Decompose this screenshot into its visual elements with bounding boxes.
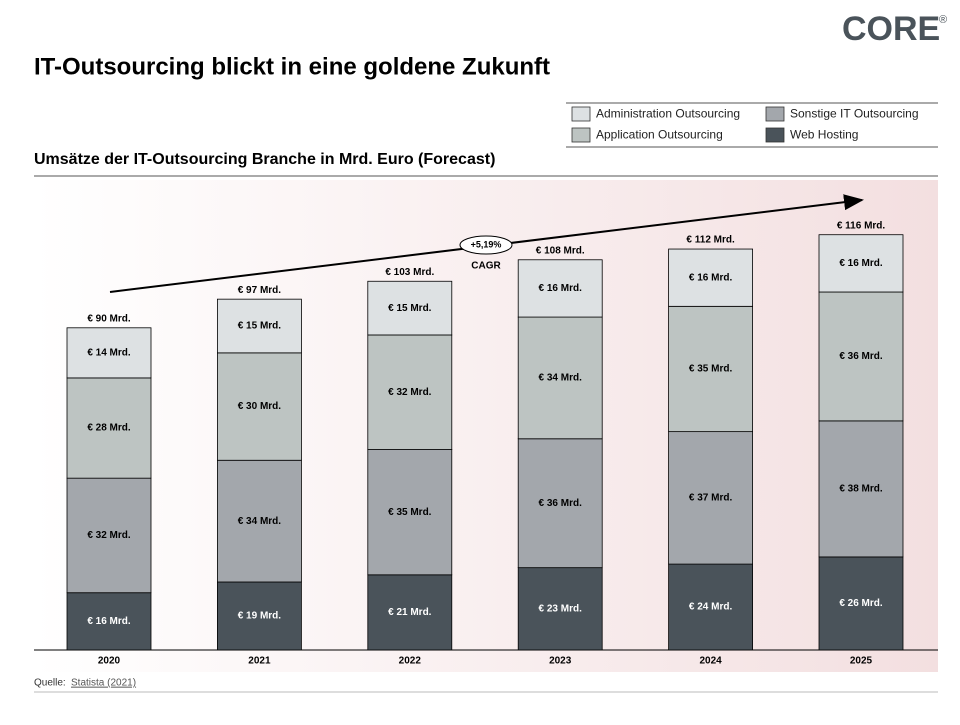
x-tick-label: 2024 [699, 656, 722, 667]
source-label: Quelle: [34, 678, 66, 689]
value-label: € 37 Mrd. [689, 492, 733, 503]
bar-segment [66, 592, 152, 651]
bar-segment [216, 459, 302, 583]
value-label: € 35 Mrd. [388, 507, 432, 518]
total-label: € 108 Mrd. [536, 245, 585, 256]
legend-swatch [765, 127, 785, 143]
bar-segment [517, 316, 603, 440]
cagr-bubble [459, 235, 513, 255]
bar-segment [367, 449, 453, 576]
bar-segment [818, 556, 904, 651]
bar-segment [517, 567, 603, 651]
total-label: € 103 Mrd. [385, 267, 434, 278]
value-label: € 16 Mrd. [689, 272, 733, 283]
value-label: € 23 Mrd. [539, 603, 583, 614]
value-label: € 24 Mrd. [689, 602, 733, 613]
total-label: € 116 Mrd. [837, 220, 886, 231]
bar-segment [668, 248, 753, 307]
source-link[interactable]: Statista (2021) [71, 678, 136, 689]
value-label: € 15 Mrd. [238, 321, 282, 332]
legend-swatch [571, 106, 591, 122]
value-label: € 28 Mrd. [87, 423, 131, 434]
bar-segment [66, 477, 152, 594]
bar-segment [216, 581, 302, 651]
value-label: € 34 Mrd. [238, 516, 282, 527]
bar-segment [367, 334, 453, 450]
value-label: € 36 Mrd. [539, 498, 583, 509]
bar-segment [517, 259, 603, 318]
total-label: € 97 Mrd. [238, 285, 282, 296]
value-label: € 38 Mrd. [839, 484, 883, 495]
legend-label: Web Hosting [790, 128, 858, 142]
value-label: € 14 Mrd. [87, 348, 131, 359]
cagr-label: CAGR [471, 261, 501, 272]
bar-segment [66, 327, 152, 379]
value-label: € 16 Mrd. [539, 283, 583, 294]
x-tick-label: 2025 [850, 656, 873, 667]
legend-swatch [765, 106, 785, 122]
value-label: € 32 Mrd. [388, 387, 432, 398]
bar-segment [216, 352, 302, 461]
logo: CORE [842, 10, 940, 48]
value-label: € 35 Mrd. [689, 364, 733, 375]
bar-segment [517, 438, 603, 569]
value-label: € 16 Mrd. [839, 258, 883, 269]
bar-segment [668, 563, 753, 651]
legend-label: Application Outsourcing [596, 128, 723, 142]
x-tick-label: 2022 [399, 656, 422, 667]
bar-segment [818, 420, 904, 558]
bar-segment [367, 280, 453, 336]
slide-title: IT-Outsourcing blickt in eine goldene Zu… [34, 53, 550, 80]
value-label: € 19 Mrd. [238, 611, 282, 622]
x-tick-label: 2020 [98, 656, 121, 667]
logo-mark: ® [939, 14, 947, 26]
bar-segment [668, 305, 753, 433]
chart-title: Umsätze der IT-Outsourcing Branche in Mr… [34, 151, 495, 168]
value-label: € 36 Mrd. [839, 351, 883, 362]
cagr-value: +5,19% [471, 239, 502, 249]
plot-area [34, 180, 938, 672]
value-label: € 21 Mrd. [388, 607, 432, 618]
bar-segment [818, 291, 904, 422]
value-label: € 15 Mrd. [388, 303, 432, 314]
value-label: € 32 Mrd. [87, 530, 131, 541]
legend-swatch [571, 127, 591, 143]
value-label: € 26 Mrd. [839, 598, 883, 609]
x-tick-label: 2021 [248, 656, 271, 667]
value-label: € 34 Mrd. [539, 373, 583, 384]
total-label: € 90 Mrd. [87, 313, 131, 324]
bar-segment [668, 431, 753, 565]
x-tick-label: 2023 [549, 656, 572, 667]
bar-segment [818, 234, 904, 293]
value-label: € 30 Mrd. [238, 401, 282, 412]
bar-segment [216, 298, 302, 354]
total-label: € 112 Mrd. [686, 235, 735, 246]
value-label: € 16 Mrd. [87, 616, 131, 627]
legend-label: Sonstige IT Outsourcing [790, 107, 919, 121]
legend-label: Administration Outsourcing [596, 107, 740, 121]
